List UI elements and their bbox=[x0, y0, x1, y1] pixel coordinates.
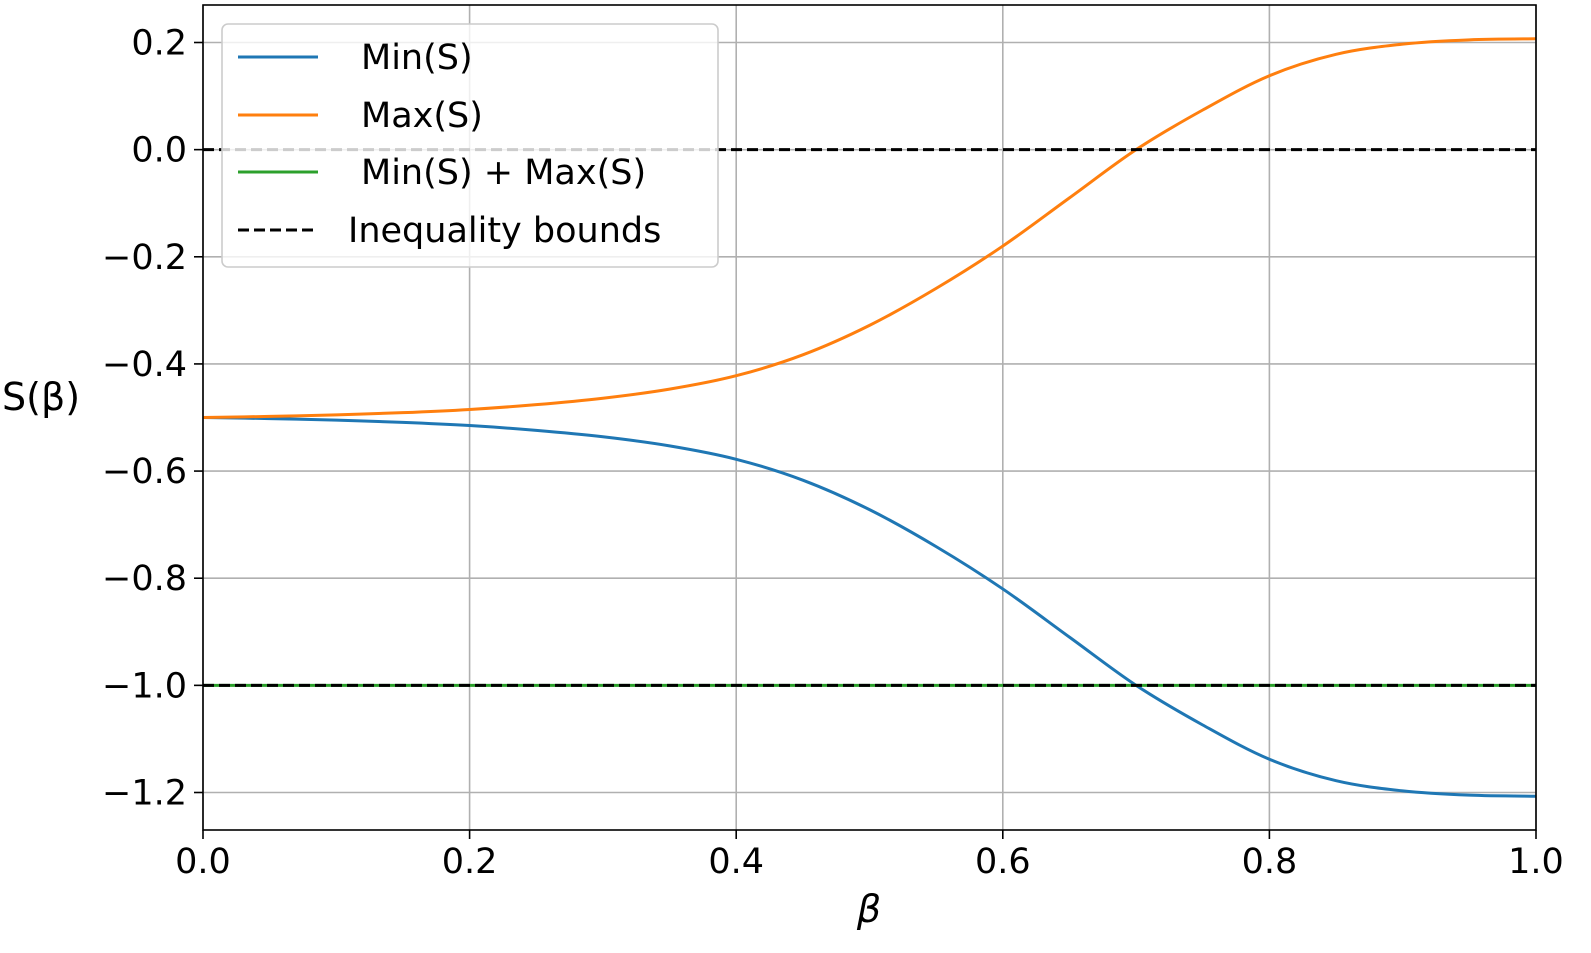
series-line-max-s bbox=[202, 37, 1537, 419]
x-tick-label: 0.2 bbox=[442, 842, 498, 882]
x-axis-label: β bbox=[856, 887, 881, 931]
legend-label-min-s: Min(S) bbox=[361, 38, 473, 78]
tick-marks: 0.0 0.2 0.4 0.6 0.8 1.0 0.2 0.0 −0.2 −0.4 −0.6 −0.8… bbox=[102, 24, 1564, 883]
legend-label-max-s: Max(S) bbox=[361, 96, 483, 136]
y-tick-label: −0.8 bbox=[102, 559, 187, 599]
series-lines bbox=[202, 37, 1537, 798]
axes-frame bbox=[202, 4, 1537, 831]
x-tick-label: 0.4 bbox=[708, 842, 764, 882]
x-tick-label: 0.0 bbox=[175, 842, 231, 882]
y-tick-label: −1.0 bbox=[102, 666, 187, 706]
legend: Min(S) Max(S) Min(S) + Max(S) Inequality bo… bbox=[221, 23, 719, 268]
x-tick-label: 0.6 bbox=[975, 842, 1031, 882]
y-tick-label: 0.2 bbox=[131, 24, 187, 64]
axes-border bbox=[202, 4, 1537, 831]
y-tick-label: −0.2 bbox=[102, 238, 187, 278]
legend-label-inequality-bounds: Inequality bounds bbox=[348, 211, 661, 251]
y-tick-label: 0.0 bbox=[131, 131, 187, 171]
legend-box bbox=[221, 23, 719, 268]
y-tick-label: −0.4 bbox=[102, 345, 187, 385]
x-tick-label: 0.8 bbox=[1242, 842, 1298, 882]
legend-label-min-s-max-s: Min(S) + Max(S) bbox=[361, 153, 646, 193]
y-tick-label: −1.2 bbox=[102, 774, 187, 814]
x-tick-label: 1.0 bbox=[1508, 842, 1564, 882]
y-axis-label: S(β) bbox=[2, 375, 80, 419]
series-line-min-s bbox=[202, 416, 1537, 798]
y-tick-label: −0.6 bbox=[102, 452, 187, 492]
